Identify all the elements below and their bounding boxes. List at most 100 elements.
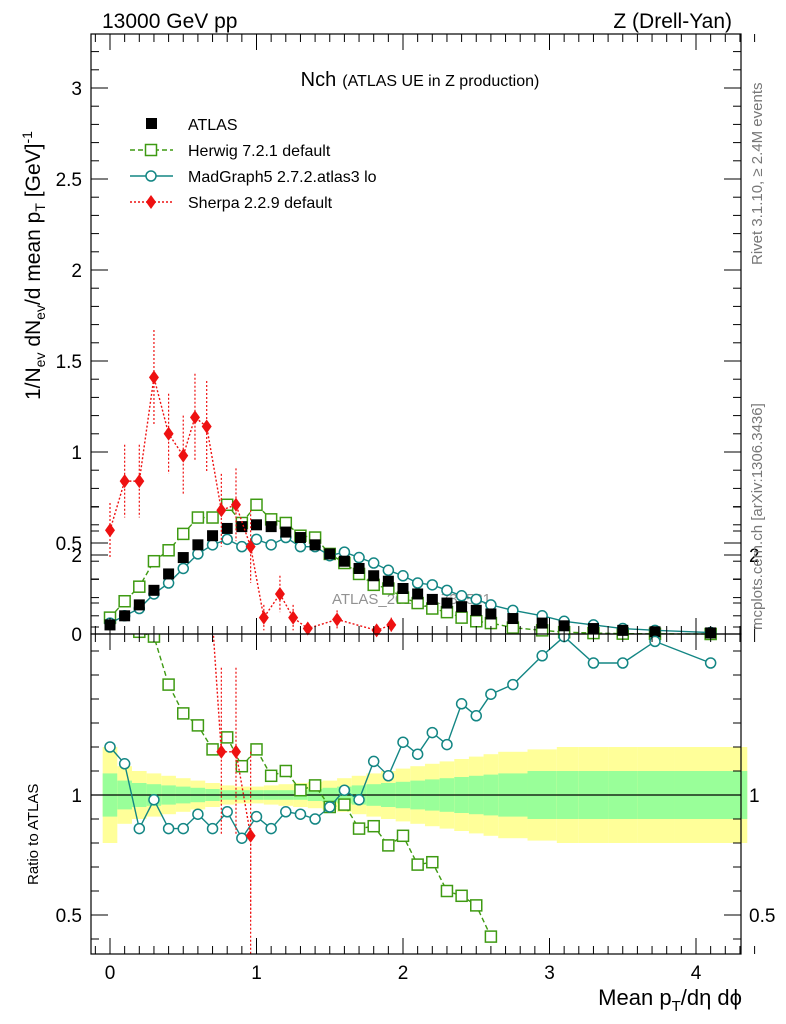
- sherpa-point: [134, 474, 145, 489]
- atlas-point: [148, 584, 160, 596]
- ratio-sherpa-line: [212, 634, 252, 836]
- madgraph-point: [294, 540, 307, 553]
- atlas-point: [163, 568, 175, 580]
- atlas-point: [353, 562, 365, 574]
- ratio-herwig-point: [250, 743, 263, 756]
- sherpa-point: [148, 370, 159, 385]
- atlas-point: [251, 519, 262, 531]
- atlas-point: [507, 613, 519, 625]
- ratio-madgraph-point: [411, 748, 424, 760]
- madgraph-point: [192, 548, 204, 560]
- ratio-herwig-point: [382, 839, 395, 852]
- atlas-point: [324, 548, 336, 560]
- madgraph-line: [109, 536, 711, 634]
- atlas-point: [294, 532, 306, 544]
- atlas-point: [536, 617, 548, 629]
- ratio-madgraph-point: [704, 657, 717, 669]
- atlas-point: [236, 521, 248, 533]
- madgraph-point: [265, 539, 277, 551]
- madgraph-point: [338, 546, 351, 558]
- ratio-madgraph-point: [353, 794, 365, 806]
- ratio-herwig-point: [308, 779, 322, 792]
- ratio-herwig-point: [455, 889, 468, 903]
- sherpa-point: [245, 539, 256, 554]
- atlas-point: [426, 593, 438, 605]
- legend-herwig-label: Herwig 7.2.1 default: [188, 143, 331, 160]
- ratio-herwig-point: [279, 764, 293, 778]
- madgraph-point: [221, 533, 233, 546]
- ratio-herwig-point: [177, 707, 190, 720]
- ratio-herwig-point: [470, 899, 483, 912]
- side-mcplots: mcplots.cern.ch [arXiv:1306.3436]: [749, 403, 766, 630]
- atlas-point: [412, 588, 424, 600]
- ratio-madgraph-point: [133, 822, 146, 835]
- ratio-herwig-point: [162, 678, 175, 691]
- x-tick-label: 0: [105, 963, 116, 984]
- x-tick-label: 3: [544, 963, 555, 984]
- y-axis-label-top: 1/Nev dNev/d mean pT [GeV]-1: [19, 131, 48, 400]
- sherpa-point: [386, 617, 397, 632]
- plot-title: Nch (ATLAS UE in Z production): [301, 69, 540, 91]
- y-tick-label: 3: [71, 79, 82, 100]
- legend-sherpa-marker: [146, 195, 156, 209]
- madgraph-point: [177, 562, 189, 575]
- ratio-herwig-point: [367, 819, 380, 833]
- madgraph-point: [236, 540, 248, 553]
- sherpa-line: [109, 377, 392, 632]
- ratio-y-tick-label: 1: [71, 786, 82, 807]
- ratio-madgraph-point: [507, 678, 519, 691]
- ratio-clipped-group: [104, 634, 717, 954]
- y-tick-label: 0: [71, 625, 82, 646]
- y-tick-label: 1.5: [56, 352, 82, 373]
- sherpa-point: [189, 410, 200, 425]
- y-tick-label: 1: [71, 443, 82, 464]
- madgraph-point: [441, 584, 453, 597]
- madgraph-point: [382, 564, 395, 577]
- herwig-point: [118, 594, 131, 608]
- herwig-point: [147, 554, 161, 568]
- ratio-madgraph-point: [309, 813, 321, 825]
- ratio-herwig-point: [235, 759, 249, 773]
- ratio-herwig-point: [411, 858, 424, 871]
- ratio-madgraph-point: [617, 657, 629, 669]
- ratio-madgraph-point: [162, 822, 175, 835]
- ratio-y-tick-label-right: 2: [749, 546, 760, 567]
- atlas-point: [456, 601, 468, 613]
- sherpa-point: [216, 503, 227, 518]
- atlas-point: [119, 610, 131, 622]
- ratio-herwig-point: [294, 783, 307, 797]
- ratio-madgraph-point: [236, 832, 248, 844]
- ratio-madgraph-point: [426, 726, 439, 739]
- ratio-herwig-point: [206, 743, 219, 756]
- ratio-herwig-point: [396, 829, 410, 843]
- madgraph-point: [367, 557, 380, 569]
- header-left: 13000 GeV pp: [102, 10, 237, 33]
- ratio-madgraph-point: [177, 822, 189, 835]
- atlas-point: [441, 597, 453, 609]
- ratio-madgraph-point: [118, 758, 131, 770]
- ratio-madgraph-point: [192, 808, 204, 820]
- header-right: Z (Drell-Yan): [613, 10, 732, 33]
- atlas-point: [485, 608, 497, 620]
- madgraph-point: [411, 577, 424, 589]
- legend-atlas-label: ATLAS: [188, 117, 238, 134]
- ratio-madgraph-point: [485, 688, 497, 700]
- sherpa-point: [105, 523, 115, 538]
- y-tick-label: 2: [71, 261, 82, 282]
- legend: ATLAS Herwig 7.2.1 default MadGraph5 2.7…: [130, 117, 377, 212]
- atlas-point: [382, 575, 394, 587]
- herwig-point: [470, 615, 483, 628]
- ratio-herwig-point: [264, 769, 278, 783]
- atlas-point: [558, 620, 570, 632]
- atlas-point: [221, 522, 233, 534]
- y-tick-label: 2.5: [56, 170, 82, 191]
- sherpa-point: [332, 612, 343, 627]
- ratio-madgraph-point: [470, 710, 482, 722]
- ratio-herwig-point: [484, 930, 498, 943]
- x-axis-label: Mean pT/dη dϕ: [598, 985, 742, 1015]
- y-tick-label: 0.5: [56, 534, 82, 555]
- atlas-point: [397, 583, 409, 594]
- sherpa-point: [302, 621, 313, 636]
- ratio-madgraph-point: [324, 801, 336, 813]
